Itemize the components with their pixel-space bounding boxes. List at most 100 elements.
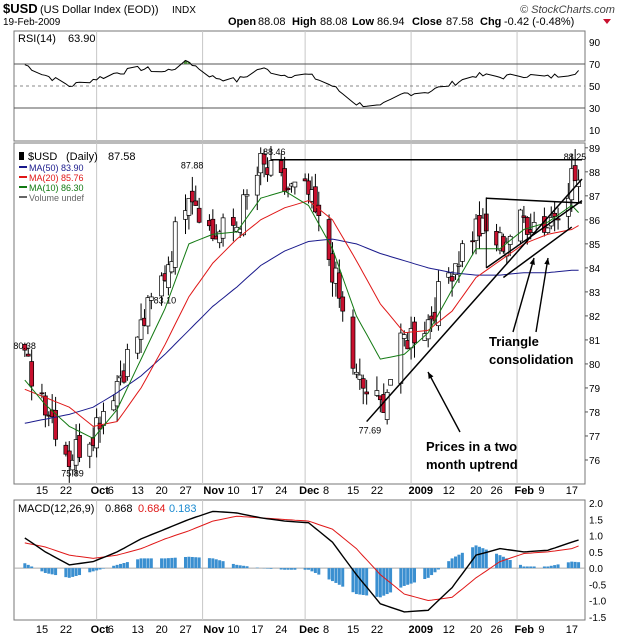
header-exchange: INDX — [172, 5, 196, 16]
triangle-arrow-1 — [512, 257, 535, 333]
candle-body — [97, 422, 103, 430]
macd-hist-bar — [327, 568, 331, 580]
macd-hist-bar — [413, 568, 417, 583]
header-name: (US Dollar Index (EOD)) — [40, 4, 159, 16]
price-extreme-label: 88.46 — [263, 147, 286, 157]
candle-body — [159, 275, 164, 297]
candle-body — [412, 321, 417, 344]
ohlc-chg-label: Chg — [480, 16, 501, 28]
x-axis-label: 12 — [443, 624, 455, 636]
macd-hist-bar — [474, 545, 478, 569]
macd-hist-bar — [317, 568, 321, 575]
macd-hist-bar — [542, 566, 546, 569]
macd-hist-bar — [354, 568, 358, 595]
x-axis-label: Oct — [91, 624, 110, 636]
x-axis-label: 10 — [227, 624, 239, 636]
candle-body — [456, 264, 462, 267]
macd-hist-bar — [269, 568, 273, 569]
candle-body — [172, 221, 178, 268]
price-tick-label: 77 — [589, 432, 601, 443]
price-title-value: 87.58 — [108, 151, 136, 163]
ma20-line — [24, 200, 579, 427]
triangle-arrow-2-head — [544, 258, 550, 265]
macd-hist-bar — [190, 556, 194, 569]
macd-hist-bar — [409, 568, 413, 584]
candle-body — [545, 227, 551, 233]
candle-body — [138, 319, 144, 340]
macd-hist-bar — [187, 556, 191, 569]
macd-hist-bar — [307, 568, 311, 570]
macd-hist-bar — [566, 562, 570, 569]
macd-hist-bar — [207, 558, 211, 569]
macd-hist-bar — [115, 564, 119, 569]
rsi-tick-label: 90 — [589, 38, 601, 49]
x-axis-label: 13 — [132, 485, 144, 497]
macd-hist-bar — [173, 557, 177, 569]
x-axis-label: 15 — [347, 485, 359, 497]
macd-hist-bar — [136, 559, 140, 569]
price-tick-label: 85 — [589, 240, 601, 251]
macd-hist-bar — [303, 568, 307, 570]
candle-body — [460, 243, 465, 262]
candle-body — [29, 361, 35, 387]
candle-body — [446, 272, 452, 278]
candle-body — [306, 180, 311, 195]
macd-hist-bar — [454, 556, 458, 569]
candle-body — [374, 390, 380, 396]
rsi-tick-label: 30 — [589, 104, 601, 115]
candle-body — [94, 417, 99, 449]
macd-hist-bar — [385, 568, 389, 595]
x-axis-label: 24 — [275, 624, 287, 636]
legend-entry: Volume undef — [29, 193, 85, 203]
ohlc-open-label: Open — [228, 16, 256, 28]
macd-hist-bar — [67, 568, 71, 578]
macd-tick-label: 1.0 — [589, 532, 603, 543]
macd-hist-bar — [310, 568, 314, 572]
candle-body — [125, 349, 130, 377]
macd-hist-bar — [166, 558, 170, 569]
annotation-triangle-1: Triangle — [489, 334, 539, 349]
candle-body — [77, 435, 82, 458]
price-extreme-label: 80.38 — [13, 341, 36, 351]
macd-hist-bar — [88, 568, 92, 573]
price-extreme-label: 75.89 — [61, 469, 84, 479]
macd-hist-bar — [375, 568, 379, 597]
x-axis-label: 8 — [323, 485, 329, 497]
macd-hist-bar — [218, 560, 222, 569]
macd-hist-bar — [194, 557, 198, 569]
macd-hist-bar — [518, 564, 522, 569]
x-axis-label: Nov — [203, 485, 225, 497]
rsi-label: RSI(14) — [18, 33, 56, 45]
uptrend-line — [366, 178, 583, 423]
macd-hist-bar — [457, 554, 461, 569]
x-axis-label: 9 — [538, 485, 544, 497]
macd-hist-bar — [406, 568, 410, 585]
x-axis-label: Oct — [91, 485, 110, 497]
macd-hist-bar — [570, 561, 574, 569]
x-axis-label: 13 — [132, 624, 144, 636]
macd-hist-bar — [183, 556, 187, 569]
macd-hist-bar — [549, 565, 553, 569]
price-tick-label: 89 — [589, 144, 601, 155]
macd-hist-bar — [245, 566, 249, 569]
macd-tick-label: -1.5 — [589, 613, 607, 624]
ma10-line — [24, 190, 579, 440]
macd-hist-bar — [577, 562, 581, 569]
price-tick-label: 78 — [589, 408, 601, 419]
macd-tick-label: 0.0 — [589, 564, 603, 575]
candle-body — [193, 200, 199, 206]
macd-hist-bar — [91, 568, 95, 572]
macd-hist-bar — [426, 568, 430, 578]
macd-hist-bar — [402, 568, 406, 586]
candle-body — [254, 174, 260, 196]
brand-logo: © StockCharts.com — [520, 4, 615, 16]
triangle-base-line — [502, 226, 573, 279]
macd-hist-bar — [378, 568, 382, 598]
candle-body — [364, 391, 370, 395]
macd-hist-bar — [170, 557, 174, 569]
candle-body — [470, 240, 475, 243]
x-axis-label: 10 — [227, 485, 239, 497]
macd-hist-bar — [78, 568, 82, 576]
x-axis-label: 24 — [275, 485, 287, 497]
macd-hist-bar — [231, 563, 235, 569]
